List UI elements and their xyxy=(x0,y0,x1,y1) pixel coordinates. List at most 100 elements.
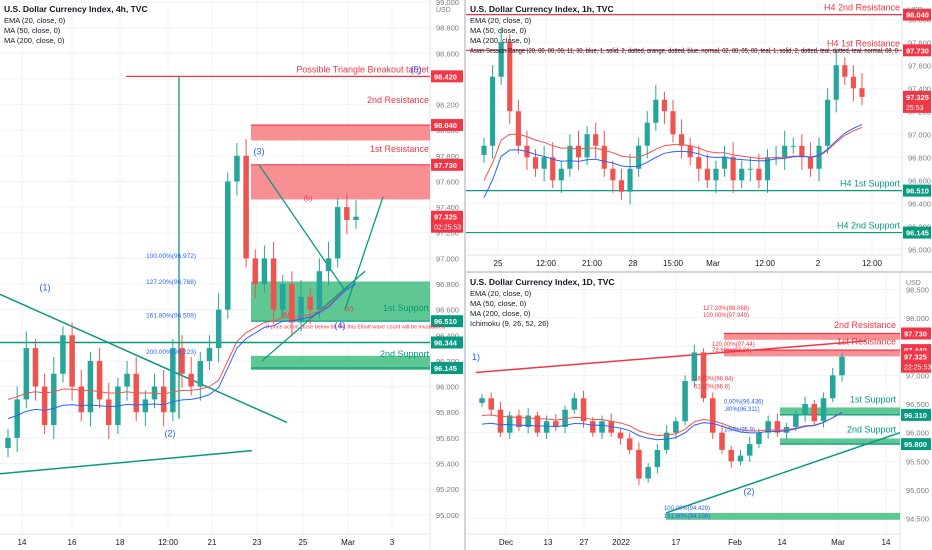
h4-first-resistance-label: H4 1st Resistance xyxy=(827,38,900,48)
y-tick-label: 97.600 xyxy=(908,61,931,70)
candle-body xyxy=(534,415,541,433)
candle-body xyxy=(842,65,848,77)
h1-chart[interactable]: 98.00097.80097.60097.40097.20097.00096.8… xyxy=(466,0,932,271)
candle-body xyxy=(670,111,676,135)
y-tick-label: 98.000 xyxy=(906,314,929,323)
x-tick-label: 2022 xyxy=(612,538,630,547)
x-tick-label: 14 xyxy=(778,538,787,547)
h4-chart[interactable]: 99.00098.80098.60098.40098.20098.00097.8… xyxy=(0,0,464,550)
candle-body xyxy=(553,421,559,427)
second-support-label: 2nd Support xyxy=(380,349,430,359)
y-tick-label: 98.200 xyxy=(436,101,459,110)
second-resistance-zone xyxy=(251,125,430,141)
candle-body xyxy=(498,42,504,77)
ma50-line xyxy=(483,123,863,198)
price-tag-value: 97.325 xyxy=(906,93,929,102)
fib-extension-zone xyxy=(666,512,900,520)
candle-body xyxy=(710,398,716,433)
first-resistance-label: 1st Resistance xyxy=(837,336,896,346)
indicator-legend: EMA (20, close, 0) xyxy=(470,16,532,25)
price-tag xyxy=(901,438,931,451)
price-tag xyxy=(431,70,463,83)
x-tick-label: 12:00 xyxy=(862,259,883,268)
fib-161-label: 161.80%(94.108) xyxy=(664,514,710,520)
y-tick-label: 95.000 xyxy=(906,486,929,495)
price-tag-value: 97.730 xyxy=(906,46,929,55)
second-support-zone xyxy=(780,438,900,445)
candle-body xyxy=(645,467,651,479)
price-tag-value: 96.310 xyxy=(904,411,927,420)
vertical-divider[interactable] xyxy=(464,0,466,550)
indicator-legend: Ichimoku (9, 26, 52, 26) xyxy=(470,319,549,328)
candle-body xyxy=(541,157,547,169)
y-tick-label: 97.000 xyxy=(436,254,459,263)
candle-body xyxy=(96,360,103,400)
candle-body xyxy=(756,168,762,181)
candle-body xyxy=(298,296,304,323)
price-tag-value: 98.040 xyxy=(434,121,457,130)
candle-body xyxy=(737,455,744,462)
chart-title: U.S. Dollar Currency Index, 4h, TVC xyxy=(4,4,148,14)
candle-body xyxy=(78,386,85,413)
candle-body xyxy=(700,352,707,399)
x-tick-label: Mar xyxy=(831,538,845,547)
candle-body xyxy=(507,42,513,112)
h1-chart-pane[interactable]: 98.00097.80097.60097.40097.20097.00096.8… xyxy=(466,0,932,271)
y-tick-label: 97.600 xyxy=(436,177,459,186)
price-tag-value: 98.040 xyxy=(906,11,929,20)
candle-body xyxy=(87,360,94,413)
x-tick-label: Dec xyxy=(499,538,513,547)
indicator-legend: EMA (20, close, 0) xyxy=(4,16,66,25)
candle-body xyxy=(593,134,599,146)
h4-chart-pane[interactable]: 99.00098.80098.60098.40098.20098.00097.8… xyxy=(0,0,464,550)
y-tick-label: 99.000 xyxy=(436,0,459,7)
candle-body xyxy=(739,168,745,181)
d1-chart-pane[interactable]: 98.50098.00097.50097.00096.50096.00095.5… xyxy=(466,273,932,550)
wave-4-label: (4) xyxy=(335,321,346,331)
first-support-zone xyxy=(780,407,900,415)
wave-2-label: (2) xyxy=(744,487,755,497)
currency-label: USD xyxy=(908,7,923,14)
second-resistance-zone xyxy=(724,333,900,340)
price-tag xyxy=(431,158,463,171)
candle-body xyxy=(696,157,702,169)
y-tick-label: 94.500 xyxy=(906,515,929,524)
candle-body xyxy=(188,373,194,387)
y-tick-label: 97.800 xyxy=(908,38,931,47)
candle-body xyxy=(820,398,827,422)
chart-title: U.S. Dollar Currency Index, 1h, TVC xyxy=(470,4,614,14)
y-tick-label: 96.800 xyxy=(436,280,459,289)
wave-c-label: (c) xyxy=(345,306,353,313)
support-trendline xyxy=(665,431,901,514)
x-tick-label: 21:00 xyxy=(582,259,603,268)
fib-c-label: 78.60%(96.84) xyxy=(694,377,733,383)
triangle-upper-line xyxy=(0,293,288,424)
x-tick-label: 23 xyxy=(253,538,262,547)
candle-body xyxy=(728,449,734,462)
candle-body xyxy=(543,421,550,433)
x-tick-label: 13 xyxy=(544,538,553,547)
invalidation-note: If price action close below 96.44, this … xyxy=(266,325,445,331)
candle-body xyxy=(802,404,808,416)
fib-e-label: 0.00%(96.436) xyxy=(724,400,763,406)
candle-body xyxy=(654,449,661,468)
candle-body xyxy=(571,398,578,410)
candle-body xyxy=(289,284,295,323)
fib-100-label: 100.00%(96.972) xyxy=(146,253,196,260)
y-tick-label: 96.200 xyxy=(436,357,459,366)
candle-body xyxy=(721,157,728,169)
fib-g-label: 100%(95.9) xyxy=(724,428,755,434)
d1-chart[interactable]: 98.50098.00097.50097.00096.50096.00095.5… xyxy=(466,273,932,550)
candle-body xyxy=(481,145,487,155)
candle-body xyxy=(197,360,204,387)
x-tick-label: Feb xyxy=(728,538,742,547)
candle-body xyxy=(344,207,350,220)
price-tag-value: 97.730 xyxy=(904,329,927,338)
y-tick-label: 96.400 xyxy=(436,331,459,340)
candle-body xyxy=(782,145,788,158)
indicator-legend: MA (50, close, 0) xyxy=(470,26,527,35)
candle-body xyxy=(490,76,496,146)
x-tick-label: 16 xyxy=(68,538,77,547)
y-tick-label: 95.200 xyxy=(436,485,459,494)
horizontal-divider[interactable] xyxy=(466,271,932,273)
